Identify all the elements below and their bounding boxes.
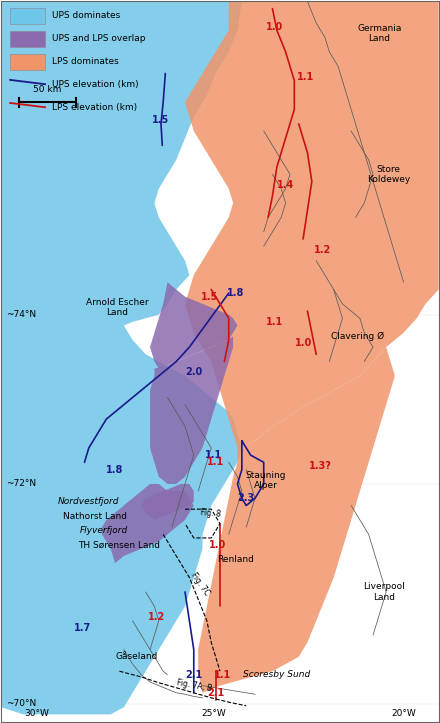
- Text: Gåseland: Gåseland: [116, 652, 158, 662]
- Polygon shape: [141, 484, 194, 520]
- Text: 1.4: 1.4: [277, 180, 294, 190]
- Text: Fig. 7C: Fig. 7C: [189, 571, 212, 598]
- Text: Fig. 7A, B: Fig. 7A, B: [176, 678, 213, 693]
- Text: Renland: Renland: [217, 555, 254, 564]
- Text: 1.1: 1.1: [213, 669, 231, 680]
- Text: 30°W: 30°W: [24, 709, 49, 718]
- Text: 1.2: 1.2: [314, 245, 331, 255]
- Text: 2.0: 2.0: [185, 367, 202, 377]
- Text: LPS elevation (km): LPS elevation (km): [51, 103, 137, 113]
- Text: 1.1: 1.1: [207, 458, 224, 467]
- Bar: [10, 8, 45, 24]
- Polygon shape: [185, 1, 439, 448]
- Text: 1.8: 1.8: [106, 465, 124, 474]
- Text: ~74°N: ~74°N: [6, 310, 36, 319]
- Text: UPS dominates: UPS dominates: [51, 12, 120, 20]
- Text: Nathorst Land: Nathorst Land: [63, 512, 128, 521]
- Polygon shape: [198, 347, 395, 693]
- Text: 50 km: 50 km: [33, 85, 62, 93]
- Bar: [10, 54, 45, 70]
- Text: TH Sørensen Land: TH Sørensen Land: [78, 541, 161, 549]
- Text: 20°W: 20°W: [391, 709, 416, 718]
- Text: ~70°N: ~70°N: [6, 699, 36, 708]
- Text: Germania
Land: Germania Land: [357, 24, 402, 43]
- Text: Nordvestfjord: Nordvestfjord: [58, 497, 120, 506]
- Text: LPS dominates: LPS dominates: [51, 57, 118, 67]
- Text: Clavering Ø: Clavering Ø: [331, 332, 384, 341]
- Text: Scoresby Sund: Scoresby Sund: [243, 670, 311, 680]
- Polygon shape: [1, 1, 242, 714]
- Polygon shape: [150, 282, 238, 369]
- Text: Stauning
Alper: Stauning Alper: [246, 471, 286, 490]
- Polygon shape: [150, 336, 233, 484]
- Text: 1.5: 1.5: [152, 115, 169, 125]
- Text: Liverpool
Land: Liverpool Land: [363, 582, 405, 602]
- Text: ~72°N: ~72°N: [6, 479, 36, 489]
- Text: 1.2: 1.2: [148, 612, 165, 623]
- Text: 1.0: 1.0: [294, 338, 312, 348]
- Text: 1.5: 1.5: [201, 291, 218, 301]
- Text: 1.0: 1.0: [266, 22, 283, 32]
- Text: 1.3?: 1.3?: [309, 461, 332, 471]
- Text: UPS and LPS overlap: UPS and LPS overlap: [51, 34, 145, 43]
- Text: Fig. 8: Fig. 8: [200, 508, 221, 518]
- Text: 25°W: 25°W: [201, 709, 226, 718]
- Text: 2.3: 2.3: [238, 493, 255, 503]
- Text: Store
Koldewey: Store Koldewey: [367, 165, 410, 184]
- Text: 1.1: 1.1: [205, 450, 222, 460]
- Text: 1.1: 1.1: [266, 317, 283, 327]
- Text: 1.8: 1.8: [227, 288, 244, 298]
- Text: UPS elevation (km): UPS elevation (km): [51, 80, 138, 90]
- Bar: [10, 31, 45, 47]
- Text: 2.1: 2.1: [185, 669, 202, 680]
- Text: 1.7: 1.7: [73, 623, 91, 633]
- Text: 1.0: 1.0: [209, 540, 227, 550]
- Text: Flyverfjord: Flyverfjord: [80, 526, 128, 535]
- Text: 1.1: 1.1: [297, 72, 314, 82]
- Text: Arnold Escher
Land: Arnold Escher Land: [86, 298, 149, 317]
- Polygon shape: [102, 484, 194, 563]
- Text: 2.1: 2.1: [207, 688, 224, 698]
